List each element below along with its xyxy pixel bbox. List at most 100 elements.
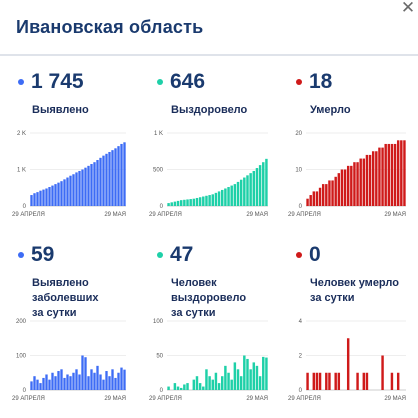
stat-label: Выявлено (32, 104, 89, 116)
bar (198, 383, 202, 390)
stat-row: 59 (18, 243, 55, 266)
bar (384, 143, 387, 206)
y-tick-label: 0 (299, 204, 303, 210)
bar (84, 357, 87, 390)
bar (202, 196, 205, 206)
bar (315, 191, 319, 206)
bar (243, 355, 246, 390)
bar (346, 165, 350, 206)
bar (39, 190, 42, 206)
bar (54, 376, 57, 390)
stat-value: 47 (170, 243, 194, 266)
stat-value: 1 745 (31, 70, 84, 93)
bar (93, 372, 96, 390)
bar (54, 184, 57, 206)
bar (205, 369, 208, 390)
stat-row: 0 (296, 243, 321, 266)
bar (258, 165, 262, 206)
stat-value: 18 (309, 70, 333, 93)
y-tick-label: 2 K (17, 131, 26, 137)
stat-label: Выздоровело (171, 104, 248, 116)
bar (192, 379, 196, 390)
bar (99, 157, 102, 206)
bar-chart: 100 50 0 29 АПРЕЛЯ 29 МАЯ (149, 319, 268, 402)
bar (192, 198, 196, 206)
x-tick-label-end: 29 МАЯ (104, 212, 126, 218)
bar (102, 155, 105, 206)
bar (315, 372, 319, 390)
bar (306, 372, 309, 390)
y-tick-label: 500 (153, 168, 164, 174)
bar (63, 179, 66, 206)
bar (239, 179, 243, 206)
y-tick-label: 0 (23, 204, 27, 210)
stat-value: 0 (309, 243, 321, 266)
bar (57, 182, 60, 206)
bar (39, 383, 42, 390)
bar (258, 376, 262, 390)
bar (328, 180, 331, 206)
bar (72, 174, 75, 206)
bar (371, 151, 375, 206)
header-divider (0, 54, 418, 56)
bar (252, 170, 256, 206)
y-tick-label: 100 (153, 319, 164, 325)
bar (45, 188, 48, 206)
stat-label: Человек умерло за сутки (310, 277, 399, 304)
bar (403, 140, 406, 206)
bar (78, 374, 81, 390)
bar (111, 369, 114, 390)
bar (375, 151, 378, 206)
bar (60, 369, 63, 390)
bar (246, 358, 249, 390)
y-tick-label: 4 (299, 319, 303, 325)
bar (381, 355, 384, 390)
bar (230, 379, 233, 390)
bar (262, 162, 265, 206)
x-tick-label-end: 29 МАЯ (246, 396, 268, 402)
bar (33, 376, 36, 390)
bar (249, 173, 252, 206)
bar (36, 379, 39, 390)
close-icon[interactable]: ✕ (400, 0, 416, 17)
bar (321, 184, 325, 206)
bar (396, 372, 400, 390)
bar (186, 383, 189, 390)
series-dot-icon (18, 79, 24, 85)
bar-chart: 20 10 0 29 АПРЕЛЯ 29 МАЯ (288, 131, 406, 218)
bar (221, 376, 224, 390)
bar (350, 165, 353, 206)
bar (96, 365, 99, 390)
y-tick-label: 50 (156, 354, 163, 360)
bar (233, 184, 237, 206)
bar (362, 372, 366, 390)
bar (325, 372, 328, 390)
y-tick-label: 100 (16, 354, 27, 360)
bar (45, 374, 48, 390)
bar (66, 177, 69, 206)
bar (390, 143, 394, 206)
bar-chart: 1 K 500 0 29 АПРЕЛЯ 29 МАЯ (149, 131, 268, 218)
bar (214, 372, 218, 390)
stat-label: Выявлено заболевших за сутки (32, 277, 99, 319)
bar (340, 169, 344, 206)
bar (72, 372, 75, 390)
bar (224, 365, 227, 390)
bar (69, 376, 72, 390)
bar (343, 169, 347, 206)
bar (356, 372, 359, 390)
bar (265, 357, 268, 390)
y-tick-label: 2 (299, 354, 303, 360)
bar (123, 142, 126, 206)
bar (309, 195, 312, 206)
bar (211, 194, 214, 206)
bar (114, 148, 117, 206)
stat-value: 59 (31, 243, 55, 266)
bar (387, 143, 391, 206)
bar (66, 374, 69, 390)
x-tick-label-start: 29 АПРЕЛЯ (288, 396, 321, 402)
bar (60, 181, 63, 206)
bar (111, 150, 114, 206)
bar (93, 162, 96, 206)
bar (173, 383, 177, 390)
